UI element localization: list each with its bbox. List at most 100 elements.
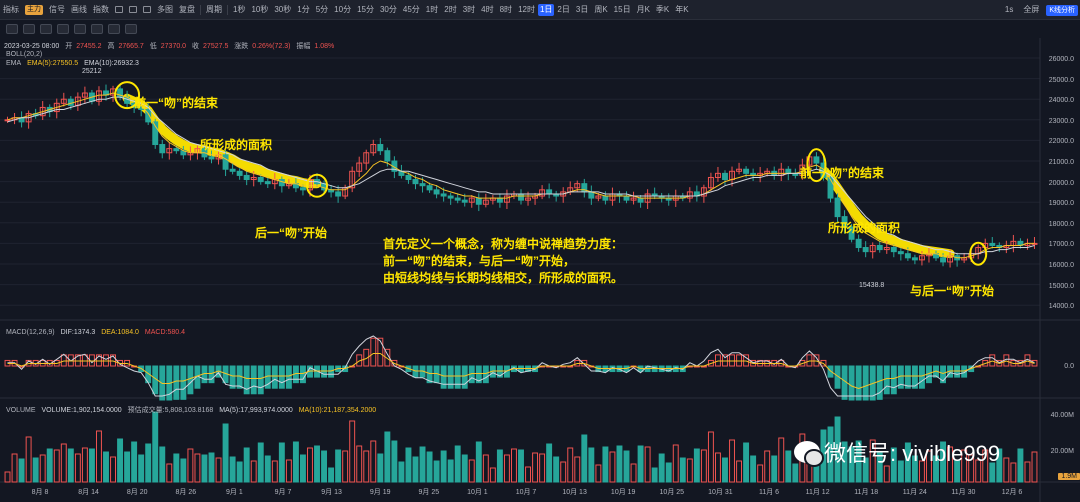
measure-icon[interactable] [125, 24, 137, 34]
chart-svg[interactable] [0, 38, 1080, 502]
toolbar-item[interactable]: 3时 [462, 4, 476, 14]
volume-bar [229, 456, 236, 483]
toolbar-item[interactable]: 季K [655, 4, 670, 14]
toolbar-item[interactable]: 画线 [71, 4, 87, 14]
toolbar-item[interactable]: 8时 [499, 4, 513, 14]
candle-body [440, 193, 447, 197]
toolbar-item[interactable]: 1时 [425, 4, 439, 14]
toolbar-item[interactable]: 5分 [315, 4, 329, 14]
volume-bar [166, 463, 173, 483]
dea-line [7, 353, 1035, 390]
candle-body [299, 187, 306, 191]
toolbar-item[interactable]: 15日 [613, 4, 631, 14]
volume-bar [602, 446, 609, 483]
price-axis-label: 24000.0 [1048, 97, 1074, 105]
volume-bar [679, 457, 686, 483]
toolbar-item[interactable]: 2时 [444, 4, 457, 14]
toolbar-item[interactable]: 45分 [402, 4, 420, 14]
volume-bar [630, 463, 637, 483]
layout-icon[interactable] [6, 24, 18, 34]
toolbar-item[interactable]: 主力 [22, 0, 46, 20]
candle-body [475, 197, 482, 205]
toolbar-icon-5[interactable] [112, 0, 126, 20]
toolbar-item[interactable]: 3日 [575, 4, 589, 14]
ema-legend[interactable]: EMA EMA(5):27550.5 EMA(10):26932.3 [6, 60, 143, 67]
volume-bar [834, 416, 841, 483]
volume-bar [560, 461, 567, 483]
text-icon[interactable] [108, 24, 120, 34]
toolbar-item[interactable]: 信号 [49, 4, 65, 14]
toolbar-item[interactable]: 月K [636, 4, 650, 14]
volume-bar [785, 450, 792, 483]
open-label: 开 [65, 43, 73, 50]
toolbar-item[interactable]: 10分 [334, 4, 352, 14]
candle-body [518, 193, 524, 201]
volume-bar [588, 447, 595, 483]
toolbar-right-item[interactable]: 全屏 [1023, 5, 1040, 14]
toolbar-item[interactable]: 1日 [537, 3, 555, 16]
date-label: 10月 31 [708, 489, 733, 496]
candle-body [890, 247, 897, 253]
toolbar-item[interactable]: 15分 [357, 4, 374, 14]
crosshair-icon[interactable] [40, 24, 52, 34]
fib-icon[interactable] [74, 24, 86, 34]
volume-bar [314, 445, 320, 483]
candle-body [426, 185, 433, 191]
volume-bar [433, 460, 440, 483]
toolbar-item[interactable]: 多图 [157, 4, 173, 14]
macd-bar [799, 359, 806, 367]
candle-body [419, 183, 426, 187]
toolbar-item[interactable]: 指数 [93, 4, 109, 14]
low-marker-text: 15438.8 [859, 282, 885, 289]
macd-bar [982, 359, 989, 367]
trendline-icon[interactable] [57, 24, 69, 34]
volume-bar [110, 456, 116, 483]
toolbar-item[interactable]: 周K [594, 4, 608, 14]
volume-bar [271, 460, 278, 483]
macd-bar [954, 365, 961, 378]
toolbar-icon-6[interactable] [126, 0, 140, 20]
candle-body [940, 257, 947, 263]
toolbar-item[interactable]: 周期 [206, 4, 222, 14]
toolbar-item[interactable]: 2日 [557, 4, 570, 14]
volume-bar [714, 452, 721, 483]
toolbar-item[interactable]: 30秒 [274, 4, 292, 14]
volume-bar [349, 420, 356, 483]
candle-body [433, 189, 440, 195]
volume-bar [67, 448, 74, 483]
toolbar-item[interactable]: 1秒 [233, 4, 246, 14]
toolbar-item[interactable]: 指标 [3, 4, 19, 14]
volume-bar [145, 443, 152, 483]
chart-area[interactable]: 2023-03-25 08:00 开 27455.2 高 27665.7 低 2737… [0, 38, 1080, 502]
toolbar-item[interactable]: 1分 [297, 4, 310, 14]
main-badge: 主力 [25, 4, 43, 15]
date-label: 11月 12 [805, 489, 830, 496]
date-label: 8月 8 [31, 489, 49, 496]
toolbar-item[interactable]: 10秒 [251, 4, 269, 14]
brush-icon[interactable] [91, 24, 103, 34]
volume-bar [222, 423, 229, 483]
boll-legend[interactable]: BOLL(20,2) [6, 51, 46, 58]
grid-icon[interactable] [23, 24, 35, 34]
toolbar-item[interactable]: 复盘 [179, 4, 195, 14]
volume-bar [215, 457, 222, 483]
toolbar-right: 1s 全屏 K线分析 [1002, 0, 1078, 20]
toolbar-item[interactable]: 12时 [518, 4, 535, 14]
toolbar-item[interactable]: 年K [675, 4, 689, 14]
volume-bar [370, 440, 377, 483]
toolbar-right-item[interactable]: 1s [1004, 5, 1014, 14]
volume-bar [32, 457, 39, 483]
macd-legend[interactable]: MACD(12,26,9) DIF:1374.3 DEA:1084.0 MACD… [6, 329, 189, 336]
toolbar-item[interactable]: 30分 [379, 4, 397, 14]
macd-bar [496, 365, 503, 378]
candle-body [412, 179, 419, 185]
macd-bar [180, 365, 187, 400]
volume-legend[interactable]: VOLUME VOLUME:1,902,154.0000 预估成交量:5,808… [6, 405, 380, 415]
high-marker: 25212 [82, 68, 105, 75]
candle-body [349, 170, 356, 189]
toolbar-item[interactable]: 4时 [481, 4, 494, 14]
toolbar-right-item[interactable]: K线分析 [1046, 4, 1078, 16]
toolbar-icon-7[interactable] [140, 0, 154, 20]
volume-bar [159, 446, 166, 483]
candle-body [363, 152, 370, 164]
